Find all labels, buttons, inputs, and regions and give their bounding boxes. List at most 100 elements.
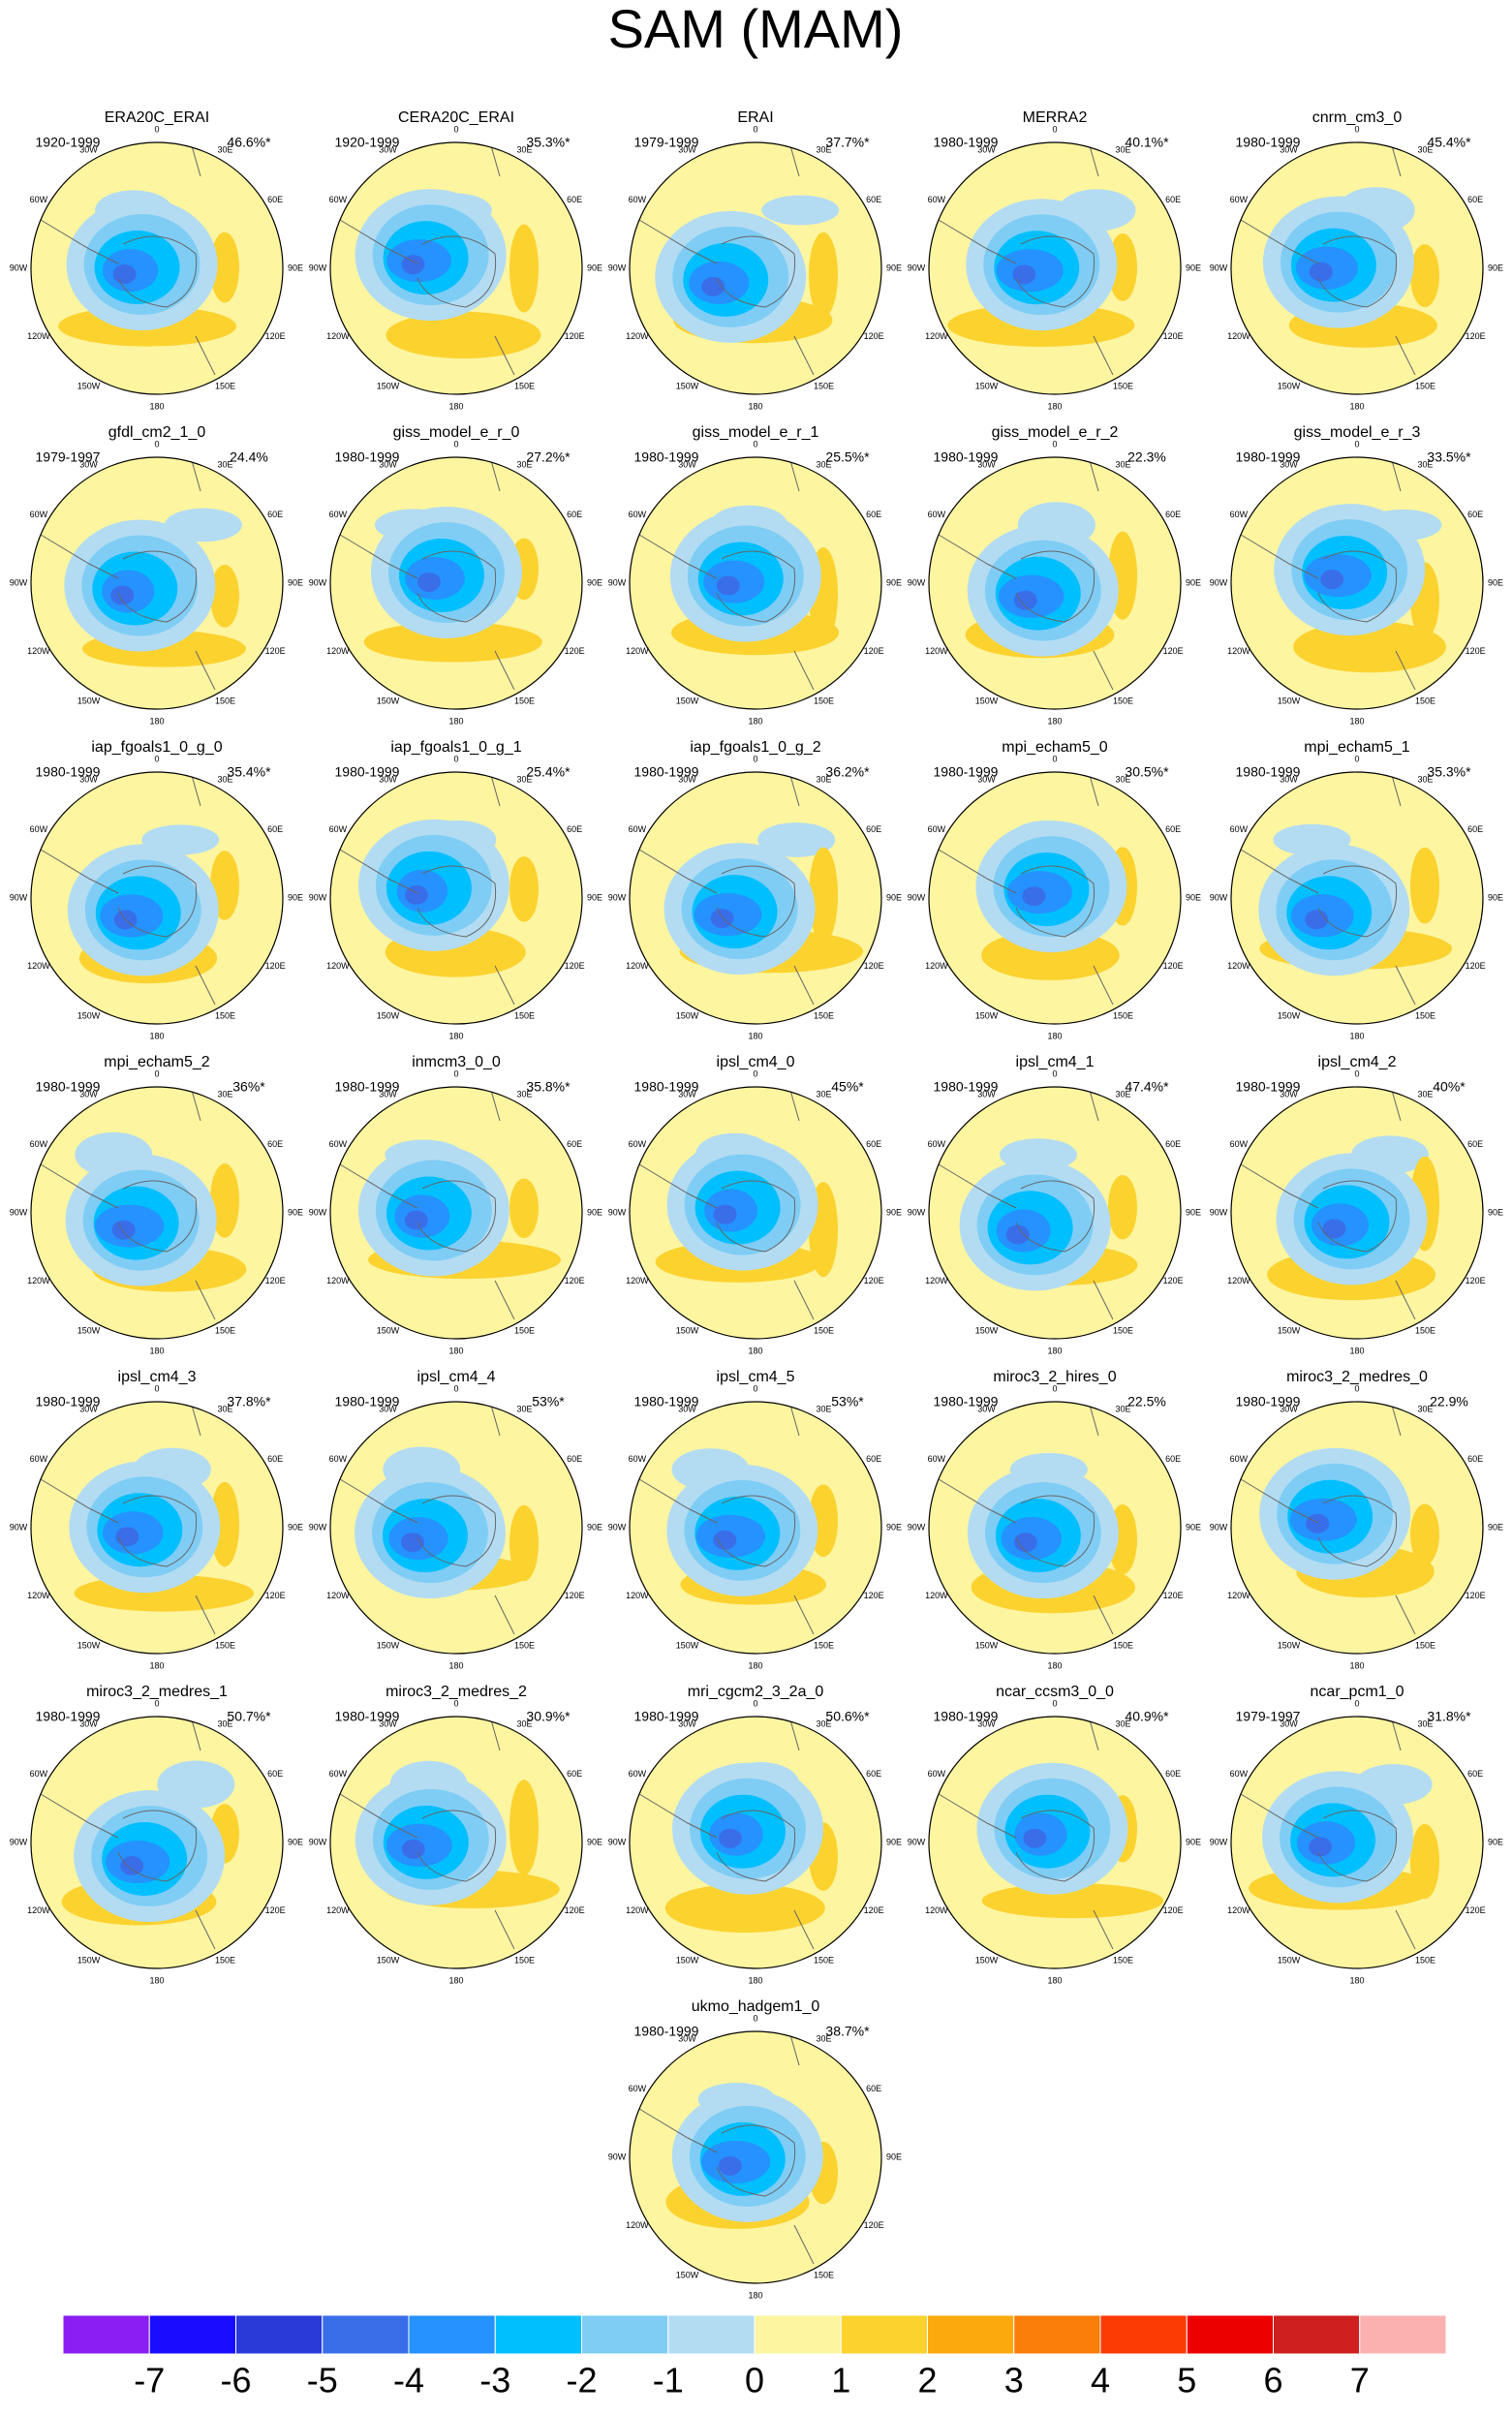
lon-label: 60E xyxy=(267,195,283,204)
lon-label: 180 xyxy=(748,716,762,726)
lon-label: 60E xyxy=(267,1454,283,1464)
lon-label: 0 xyxy=(453,439,458,449)
lon-label: 60W xyxy=(30,510,48,519)
lon-label: 180 xyxy=(448,1660,463,1670)
field-blob xyxy=(1320,570,1344,590)
lon-label: 0 xyxy=(1052,124,1057,134)
map-field xyxy=(1231,142,1483,394)
lon-label: 120E xyxy=(565,646,585,656)
field-blob xyxy=(713,1204,737,1224)
lon-label: 150E xyxy=(1113,1325,1133,1335)
map-border xyxy=(30,456,284,710)
lon-label: 90W xyxy=(608,1837,627,1846)
lon-label: 30W xyxy=(79,1089,98,1099)
lon-label: 30W xyxy=(1280,144,1298,154)
panel-title: giss_model_e_r_3 xyxy=(1294,424,1421,441)
lon-label: 120E xyxy=(1163,1276,1184,1285)
lon-label: 90E xyxy=(587,1207,602,1217)
panel-title: ERA20C_ERAI xyxy=(105,109,210,126)
panel-period: 1980-1999 xyxy=(335,1079,400,1095)
lon-label: 120E xyxy=(265,1276,286,1285)
lon-label: 30E xyxy=(1115,144,1130,154)
lon-label: 120W xyxy=(925,1591,948,1600)
field-blob xyxy=(509,1178,539,1239)
map-field xyxy=(929,772,1181,1024)
lon-label: 180 xyxy=(1349,1031,1364,1040)
panel-title: ipsl_cm4_1 xyxy=(1016,1054,1095,1070)
panel-variance: 31.8%* xyxy=(1427,1709,1471,1724)
panel-period: 1980-1999 xyxy=(36,764,101,780)
panel-period: 1920-1999 xyxy=(335,135,400,150)
panel-title: mpi_echam5_2 xyxy=(104,1054,210,1070)
lon-label: 60W xyxy=(629,2084,647,2093)
lon-label: 60W xyxy=(928,1769,946,1779)
lon-label: 180 xyxy=(149,1031,164,1040)
lon-label: 30E xyxy=(516,144,532,154)
lon-label: 60W xyxy=(329,1769,348,1779)
field-blob xyxy=(809,847,838,944)
panel-period: 1979-1997 xyxy=(1236,1709,1301,1724)
coastline xyxy=(638,1402,815,1635)
map-field xyxy=(630,2031,881,2283)
panel-title: inmcm3_0_0 xyxy=(412,1054,501,1070)
lon-label: 60W xyxy=(629,824,647,834)
lon-label: 120W xyxy=(326,331,350,341)
field-blob xyxy=(1013,590,1037,610)
lon-label: 90W xyxy=(10,1207,28,1217)
lon-label: 30W xyxy=(1280,774,1298,784)
lon-label: 60W xyxy=(1230,1139,1249,1149)
lon-label: 30W xyxy=(379,144,397,154)
lon-label: 0 xyxy=(1354,1068,1359,1078)
lon-label: 30E xyxy=(1115,459,1130,469)
map-border xyxy=(30,1086,284,1340)
lon-label: 120E xyxy=(1163,331,1184,341)
lon-label: 90E xyxy=(886,1837,902,1846)
panel-period: 1980-1999 xyxy=(335,764,400,780)
map-border xyxy=(629,771,882,1025)
map-panel: miroc3_2_medres_2 1980-1999 30.9%* 0 30E 60E 9… xyxy=(309,1684,602,1985)
lon-label: 60E xyxy=(567,824,582,834)
panel-variance: 24.4% xyxy=(230,449,268,465)
map-panel: cnrm_cm3_0 1980-1999 45.4%* 0 30E 60E 90E 120E 1… xyxy=(1210,109,1503,411)
field-blob xyxy=(509,224,539,313)
field-blob xyxy=(417,572,441,592)
lon-label: 150E xyxy=(514,1955,535,1965)
field-blob xyxy=(1410,1823,1439,1900)
lon-label: 30W xyxy=(1280,1718,1298,1728)
lon-label: 150W xyxy=(676,696,699,705)
lon-label: 30E xyxy=(217,1089,232,1099)
map-border xyxy=(629,1716,882,1969)
lon-label: 90W xyxy=(309,1837,327,1846)
lon-label: 150E xyxy=(814,1325,834,1335)
panel-variance: 50.6%* xyxy=(825,1709,870,1724)
lon-label: 30E xyxy=(516,1718,532,1728)
map-border xyxy=(30,141,284,395)
lon-label: 0 xyxy=(753,1383,757,1393)
lon-label: 150E xyxy=(1113,696,1133,705)
colorbar-box xyxy=(840,2314,928,2355)
map-field xyxy=(630,457,881,709)
coastline xyxy=(938,142,1114,376)
lon-label: 120E xyxy=(265,961,286,971)
lon-label: 150E xyxy=(1415,1325,1435,1335)
field-blob xyxy=(1293,621,1447,673)
map-border xyxy=(329,771,583,1025)
lon-label: 90W xyxy=(608,1207,627,1217)
map-panel: MERRA2 1980-1999 40.1%* 0 30E 60E 90E 120E 150E 1… xyxy=(908,109,1201,411)
panel-variance: 22.3% xyxy=(1127,449,1166,465)
lon-label: 120W xyxy=(626,1591,649,1600)
panel-period: 1980-1999 xyxy=(1236,1394,1301,1409)
field-blob xyxy=(210,232,239,303)
lon-label: 90W xyxy=(1210,1837,1228,1846)
lon-label: 60E xyxy=(1165,824,1181,834)
panel-variance: 53%* xyxy=(532,1394,565,1409)
panel-title: cnrm_cm3_0 xyxy=(1312,109,1403,126)
lon-label: 150E xyxy=(215,1010,235,1020)
lon-label: 90E xyxy=(288,1837,303,1846)
lon-label: 30W xyxy=(79,1404,98,1413)
lon-label: 150W xyxy=(1278,1640,1301,1650)
lon-label: 150W xyxy=(377,1325,400,1335)
lon-label: 0 xyxy=(453,1068,458,1078)
